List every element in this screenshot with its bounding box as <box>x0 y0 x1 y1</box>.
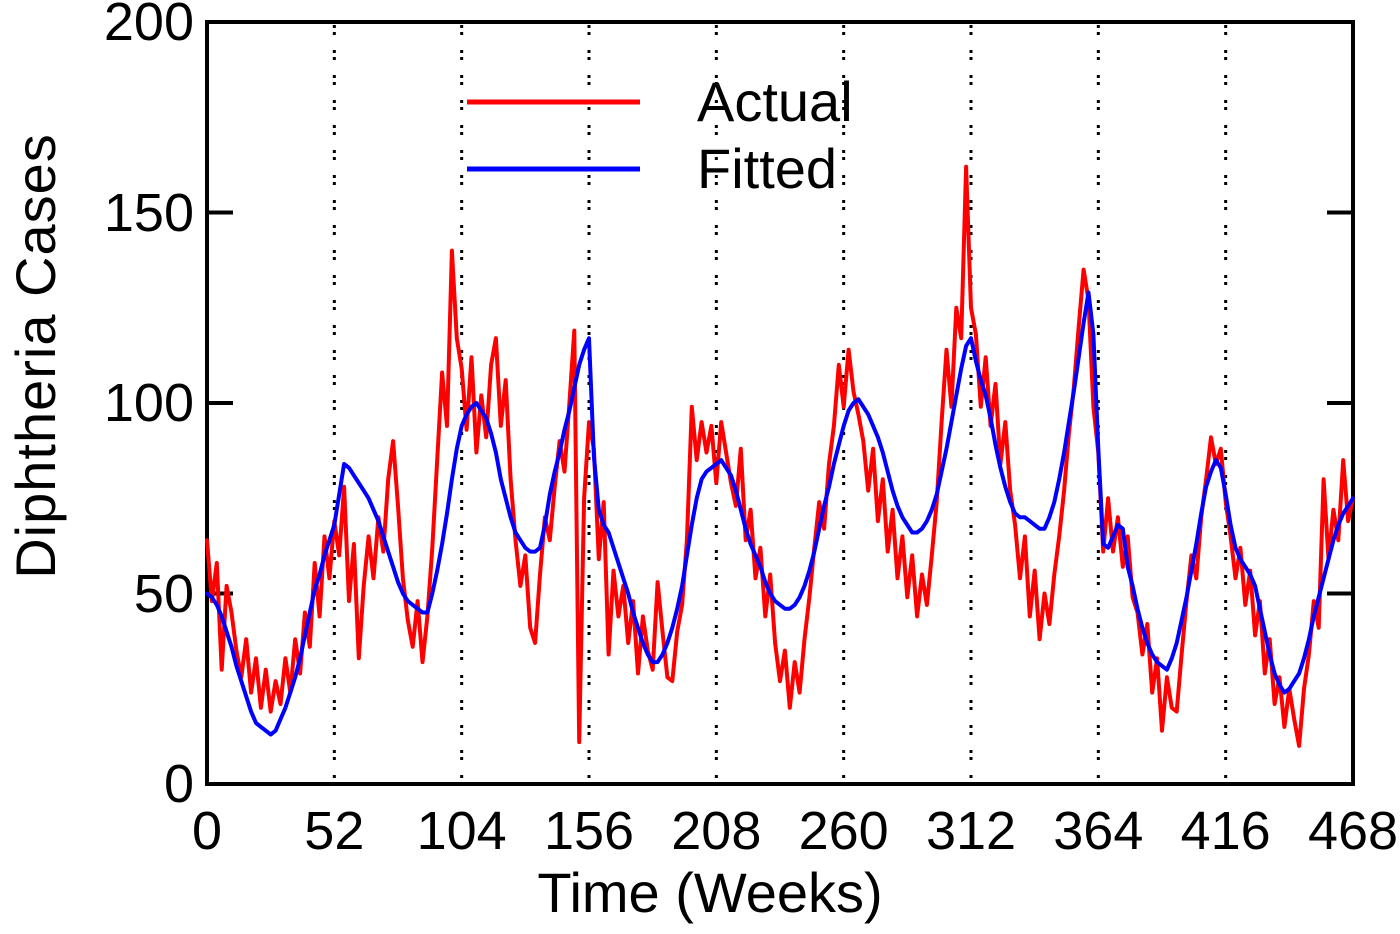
y-tick-label: 200 <box>103 0 194 52</box>
y-tick-label: 50 <box>133 563 194 624</box>
legend-label-actual: Actual <box>697 70 853 133</box>
y-tick-label: 100 <box>103 373 194 433</box>
legend-label-fitted: Fitted <box>697 137 838 200</box>
x-tick-label: 208 <box>671 801 762 861</box>
x-tick-label: 156 <box>543 801 635 861</box>
x-tick-label: 468 <box>1307 801 1399 861</box>
x-tick-label: 52 <box>304 801 365 861</box>
x-tick-label: 0 <box>191 801 223 861</box>
series-actual-line <box>205 164 1355 748</box>
x-axis-title: Time (Weeks) <box>537 861 883 924</box>
x-tick-label: 104 <box>416 801 507 861</box>
x-tick-label: 312 <box>925 801 1017 861</box>
x-tick-label: 260 <box>798 801 889 861</box>
y-tick-label: 0 <box>163 754 194 814</box>
y-tick-label: 150 <box>103 182 194 243</box>
series-fitted-line <box>205 290 1355 737</box>
y-axis-title: Diphtheria Cases <box>4 133 67 579</box>
x-tick-label: 364 <box>1053 801 1144 861</box>
x-tick-label: 416 <box>1180 801 1271 861</box>
